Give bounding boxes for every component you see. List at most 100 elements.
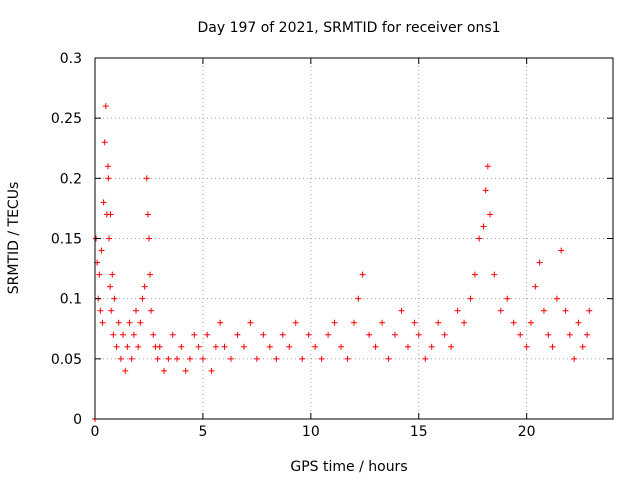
data-point [566, 331, 573, 338]
data-point [96, 271, 103, 278]
data-point [266, 343, 273, 350]
data-point [107, 211, 114, 218]
data-point [182, 367, 189, 374]
data-point [344, 355, 351, 362]
data-point [527, 319, 534, 326]
data-point [115, 319, 122, 326]
data-point [549, 343, 556, 350]
data-point [484, 163, 491, 170]
data-point [260, 331, 267, 338]
data-point [145, 235, 152, 242]
data-point [154, 355, 161, 362]
data-point [435, 319, 442, 326]
data-point [540, 307, 547, 314]
data-point [234, 331, 241, 338]
data-point [102, 103, 109, 110]
data-point [392, 331, 399, 338]
data-point [107, 283, 114, 290]
data-point [221, 343, 228, 350]
data-point [584, 331, 591, 338]
data-point [286, 343, 293, 350]
data-point [106, 235, 113, 242]
data-point [178, 343, 185, 350]
data-point [359, 271, 366, 278]
data-point [113, 343, 120, 350]
data-point [510, 319, 517, 326]
data-point [147, 271, 154, 278]
data-point [312, 343, 319, 350]
data-point [331, 319, 338, 326]
y-tick-labels: 0 0.05 0.1 0.15 0.2 0.25 0.3 [51, 51, 82, 428]
data-point [212, 343, 219, 350]
data-point [441, 331, 448, 338]
y-tick-label: 0.05 [51, 352, 82, 368]
data-point [491, 271, 498, 278]
data-point [523, 343, 530, 350]
data-point [139, 295, 146, 302]
y-tick-label: 0 [73, 412, 82, 428]
data-point [482, 187, 489, 194]
data-point [385, 355, 392, 362]
data-point [476, 235, 483, 242]
data-point [141, 283, 148, 290]
data-point [104, 163, 111, 170]
data-point [372, 343, 379, 350]
data-point [517, 331, 524, 338]
data-point [504, 295, 511, 302]
data-point [199, 355, 206, 362]
data-point [454, 307, 461, 314]
data-point [411, 319, 418, 326]
data-point [428, 343, 435, 350]
data-point [227, 355, 234, 362]
data-point [448, 343, 455, 350]
data-point [366, 331, 373, 338]
data-point [579, 343, 586, 350]
data-point [108, 307, 115, 314]
x-tick-label: 0 [91, 424, 100, 440]
data-point [299, 355, 306, 362]
data-point [480, 223, 487, 230]
data-point [240, 343, 247, 350]
data-point [135, 343, 142, 350]
data-point [404, 343, 411, 350]
data-point [128, 355, 135, 362]
data-point [98, 247, 105, 254]
data-point [536, 259, 543, 266]
data-point [575, 319, 582, 326]
data-point [109, 271, 116, 278]
y-tick-label: 0.3 [60, 51, 82, 67]
data-point [532, 283, 539, 290]
data-point [355, 295, 362, 302]
data-point [471, 271, 478, 278]
data-point [545, 331, 552, 338]
data-point [110, 331, 117, 338]
data-point [130, 331, 137, 338]
axis-ticks [94, 57, 613, 420]
data-point [150, 331, 157, 338]
data-point [133, 307, 140, 314]
data-points [92, 103, 593, 422]
data-point [461, 319, 468, 326]
data-point [122, 367, 129, 374]
data-point [415, 331, 422, 338]
data-point [126, 319, 133, 326]
data-point [558, 247, 565, 254]
data-point [165, 355, 172, 362]
data-point [279, 331, 286, 338]
data-point [253, 355, 260, 362]
data-point [195, 343, 202, 350]
data-point [305, 331, 312, 338]
y-tick-label: 0.15 [51, 232, 82, 248]
x-tick-labels: 0 5 10 15 20 [91, 424, 536, 440]
data-point [273, 355, 280, 362]
data-point [191, 331, 198, 338]
data-point [208, 367, 215, 374]
data-point [169, 331, 176, 338]
data-point [117, 355, 124, 362]
x-tick-label: 10 [302, 424, 320, 440]
data-point [247, 319, 254, 326]
data-point [553, 295, 560, 302]
grid [95, 58, 613, 419]
y-axis-title: SRMTID / TECUs [6, 182, 22, 295]
data-point [338, 343, 345, 350]
